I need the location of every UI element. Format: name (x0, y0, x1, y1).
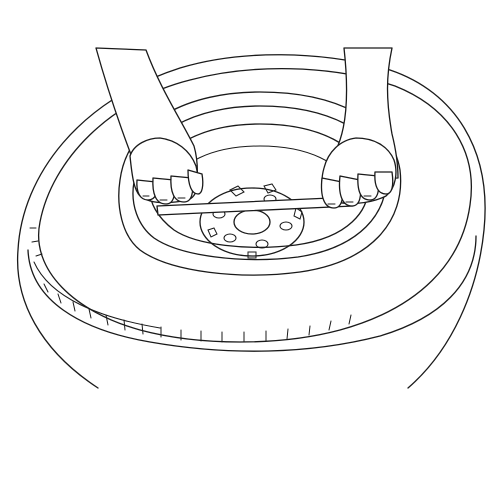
hub-vent-holes (207, 183, 303, 259)
rim-outer-flange (118, 91, 402, 276)
tire-outer-sidewall (16, 54, 486, 389)
left-hand (95, 47, 204, 205)
hub-center-bore (233, 209, 271, 235)
right-hand-fingers (320, 171, 394, 209)
tire-tread-shoulder (33, 261, 161, 329)
right-hand (320, 47, 399, 209)
tire-tread-ring (27, 235, 477, 352)
rim-bead-seat (132, 105, 387, 261)
wheel-hub (199, 183, 305, 259)
tire (16, 54, 486, 389)
tire-tread-sipes (29, 227, 352, 343)
rim-drop-center (149, 123, 370, 248)
hub-face (199, 187, 305, 257)
tire-sidewall-inner (38, 68, 472, 343)
left-hand-fingers (136, 169, 204, 205)
